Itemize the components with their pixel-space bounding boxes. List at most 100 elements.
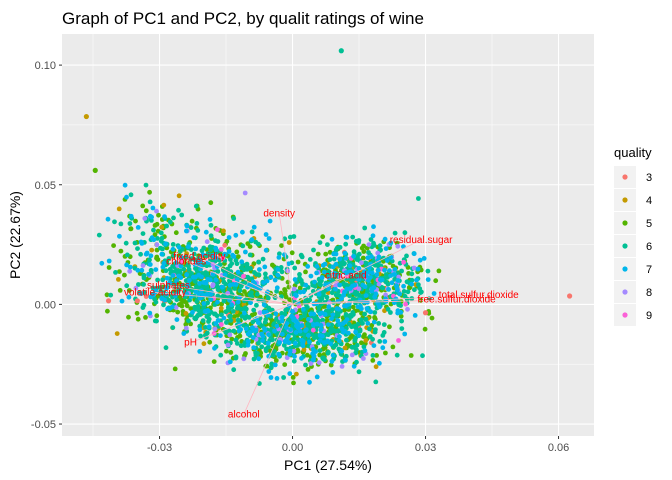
- data-point: [287, 352, 293, 357]
- data-point: [210, 283, 216, 289]
- data-point: [310, 327, 316, 333]
- data-point: [112, 219, 117, 225]
- data-point: [286, 261, 291, 267]
- data-point: [163, 345, 169, 351]
- data-point: [132, 240, 138, 246]
- data-point: [222, 251, 228, 257]
- data-point: [358, 303, 363, 309]
- data-point: [366, 278, 371, 283]
- data-point: [365, 288, 370, 293]
- data-point: [315, 251, 321, 257]
- data-point: [357, 328, 363, 334]
- data-point: [330, 307, 335, 312]
- data-point: [344, 302, 350, 308]
- x-axis-title: PC1 (27.54%): [284, 457, 372, 473]
- data-point: [83, 113, 89, 120]
- data-point: [245, 342, 251, 348]
- loading-arrows: [155, 213, 479, 415]
- data-point: [142, 216, 148, 221]
- data-point: [221, 298, 227, 304]
- data-point: [293, 340, 298, 346]
- data-point: [320, 234, 326, 240]
- data-point: [369, 254, 374, 259]
- data-point: [353, 300, 358, 306]
- data-point: [124, 252, 130, 258]
- data-point: [380, 345, 386, 351]
- data-point: [282, 362, 288, 367]
- data-point: [294, 371, 299, 377]
- data-point: [184, 228, 189, 234]
- data-point: [203, 280, 209, 286]
- data-point: [203, 325, 208, 330]
- data-point: [268, 365, 274, 370]
- data-point: [382, 267, 387, 273]
- data-point: [384, 258, 390, 263]
- data-point: [292, 265, 298, 271]
- data-point: [425, 268, 431, 274]
- data-point: [139, 267, 145, 273]
- data-point: [333, 283, 339, 289]
- data-point: [327, 257, 333, 262]
- data-point: [389, 280, 395, 286]
- data-point: [389, 258, 395, 264]
- data-point: [319, 275, 325, 280]
- data-point: [307, 297, 313, 303]
- data-point: [219, 284, 225, 290]
- data-point: [194, 299, 200, 304]
- data-point: [176, 244, 182, 250]
- data-point: [362, 284, 368, 290]
- data-point: [164, 275, 170, 281]
- data-point: [128, 192, 134, 198]
- data-point: [207, 339, 213, 345]
- data-point: [160, 246, 165, 252]
- data-point: [135, 267, 141, 273]
- data-point: [170, 325, 176, 330]
- data-point: [309, 332, 315, 337]
- data-point: [330, 277, 336, 283]
- data-point: [289, 313, 295, 319]
- data-point: [317, 240, 323, 246]
- loading-label: volatile.acidity: [124, 287, 186, 298]
- data-point: [370, 353, 376, 358]
- data-point: [154, 313, 160, 319]
- loading-label: density: [263, 208, 295, 219]
- data-point: [347, 293, 352, 299]
- data-point: [218, 251, 224, 257]
- data-point: [350, 304, 356, 310]
- data-point: [328, 362, 334, 368]
- data-point: [118, 221, 124, 227]
- data-point: [350, 234, 356, 240]
- data-point: [431, 291, 437, 296]
- data-point: [148, 294, 154, 300]
- data-point: [173, 260, 179, 266]
- loading-label: sulphates: [147, 280, 190, 291]
- data-point: [242, 298, 247, 304]
- data-point: [124, 283, 130, 289]
- data-point: [382, 308, 387, 314]
- data-point: [263, 247, 269, 253]
- data-point: [186, 244, 191, 250]
- data-point: [284, 355, 290, 361]
- data-point: [113, 270, 118, 275]
- loading-label: alcohol: [228, 409, 260, 420]
- data-point: [235, 269, 241, 275]
- data-point: [126, 294, 132, 300]
- data-point: [402, 230, 408, 236]
- data-point: [420, 353, 425, 359]
- data-point: [200, 252, 206, 258]
- data-point: [215, 287, 221, 293]
- loading-labels: density residual.sugar fixed.aciditychlori…: [124, 208, 519, 420]
- data-point: [357, 297, 363, 303]
- data-point: [394, 352, 400, 358]
- data-point: [191, 274, 196, 280]
- data-point: [335, 299, 341, 304]
- data-point: [263, 317, 269, 322]
- data-point: [230, 309, 236, 314]
- data-point: [303, 282, 309, 288]
- data-point: [417, 286, 423, 291]
- data-point: [362, 348, 368, 354]
- data-point: [249, 229, 255, 235]
- data-point: [372, 310, 378, 315]
- data-point: [188, 256, 194, 262]
- legend-title: quality: [614, 145, 652, 160]
